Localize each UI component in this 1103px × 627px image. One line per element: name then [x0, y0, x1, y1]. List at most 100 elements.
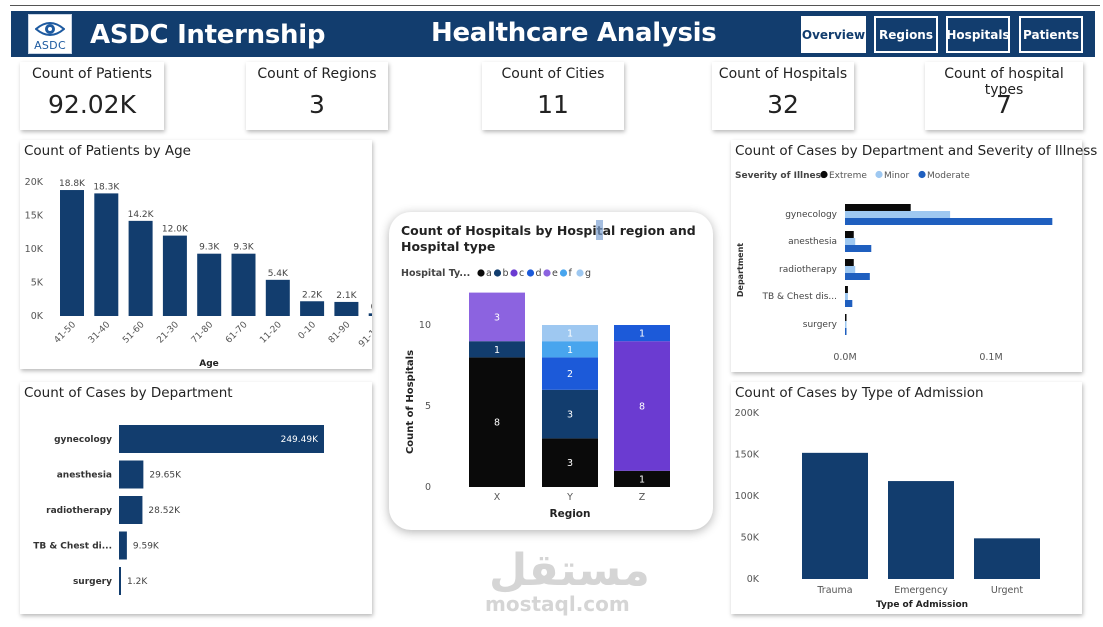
x-axis-title: Age [199, 359, 219, 369]
x-tick-label: 81-90 [327, 320, 353, 346]
legend-marker [576, 269, 584, 277]
legend-marker [493, 269, 502, 277]
y-tick-label: 5K [31, 278, 44, 289]
severity-bar-minor[interactable] [845, 293, 848, 300]
severity-bar-extreme[interactable] [845, 286, 848, 293]
data-label: 9.3K [233, 243, 254, 253]
department-bar[interactable] [119, 425, 324, 453]
severity-bar-minor[interactable] [845, 238, 856, 245]
admission-bar-chart: Type of Admission 0K 50K 100K 150K 200K Traum… [735, 408, 1040, 610]
age-bar[interactable] [368, 313, 372, 316]
age-bar[interactable] [300, 301, 325, 316]
severity-bar-moderate[interactable] [845, 218, 1053, 225]
severity-bar-moderate[interactable] [845, 300, 853, 307]
x-axis-title: Region [549, 508, 590, 520]
kpi-label: Count of hospital types [944, 66, 1064, 98]
admission-bar[interactable] [974, 538, 1040, 579]
severity-bar-minor[interactable] [845, 211, 951, 218]
stack-segment-e[interactable] [469, 292, 525, 342]
legend-title: Hospital Ty... [401, 268, 470, 279]
severity-bar-extreme[interactable] [845, 231, 854, 238]
kpi-card-cities: Count of Cities 11 [482, 62, 624, 130]
nav-overview-button[interactable]: Overview [801, 16, 866, 53]
kpi-card-regions: Count of Regions 3 [246, 62, 388, 130]
stack-segment-b[interactable] [469, 341, 525, 358]
stack-segment-f[interactable] [542, 341, 598, 358]
age-bar[interactable] [231, 253, 256, 316]
age-bar[interactable] [265, 279, 290, 316]
legend-label: c [519, 268, 524, 279]
data-label: 1.2K [127, 577, 148, 587]
hospitals-stacked-chart: Count of Hospitals by Hospital region an… [401, 223, 696, 520]
x-tick-label: 0.1M [979, 352, 1002, 363]
legend-marker [820, 170, 828, 179]
x-tick-label: 71-80 [190, 320, 216, 346]
y-tick-label: 10 [419, 320, 431, 331]
header-bar: ASDC ASDC Internship Healthcare Analysis… [11, 11, 1095, 57]
x-tick-label: Urgent [991, 585, 1024, 596]
data-label: 1 [567, 345, 573, 356]
department-bar[interactable] [119, 460, 144, 489]
age-bar[interactable] [334, 301, 359, 316]
severity-bar-minor[interactable] [845, 266, 856, 273]
nav-hospitals-button[interactable]: Hospitals [946, 16, 1010, 53]
stack-segment-a[interactable] [469, 357, 525, 487]
data-label: 3 [494, 312, 500, 323]
severity-bar-minor[interactable] [845, 321, 847, 328]
legend-marker [477, 269, 485, 277]
legend-marker [526, 269, 535, 277]
y-tick-label: anesthesia [57, 471, 112, 481]
legend-label: Minor [884, 171, 909, 181]
admission-bar[interactable] [802, 452, 868, 579]
legend-label: a [486, 268, 492, 279]
y-tick-label: TB & Chest di... [33, 542, 112, 552]
severity-bar-moderate[interactable] [845, 273, 870, 280]
department-bar[interactable] [119, 531, 127, 560]
stack-segment-g[interactable] [542, 325, 598, 342]
kpi-value: 3 [309, 90, 325, 119]
age-bar[interactable] [128, 220, 153, 316]
y-tick-label: radiotherapy [46, 506, 112, 516]
severity-bar-moderate[interactable] [845, 245, 872, 252]
text-cursor [596, 220, 603, 240]
stack-segment-a[interactable] [542, 438, 598, 487]
stack-segment-c[interactable] [614, 341, 670, 471]
nav-patients-button[interactable]: Patients [1019, 16, 1083, 53]
severity-bar-extreme[interactable] [845, 204, 911, 211]
stack-segment-d[interactable] [614, 325, 670, 342]
kpi-card-patients: Count of Patients 92.02K [20, 62, 164, 130]
age-bar[interactable] [60, 190, 84, 316]
legend-marker [559, 269, 568, 277]
kpi-label: Count of Cities [501, 66, 605, 82]
nav-regions-button[interactable]: Regions [874, 16, 938, 53]
department-bar[interactable] [119, 567, 121, 595]
data-label: 29.65K [149, 471, 182, 481]
y-tick-label: 10K [25, 244, 44, 255]
data-label: 1 [494, 345, 500, 356]
y-axis-title: Count of Hospitals [405, 350, 416, 454]
stack-segment-a[interactable] [614, 470, 670, 487]
legend-marker [875, 170, 883, 179]
x-tick-label: 11-20 [258, 320, 284, 346]
age-bar[interactable] [94, 193, 119, 316]
x-tick-label: 61-70 [224, 320, 250, 346]
department-bar[interactable] [119, 496, 143, 524]
kpi-card-hospitals: Count of Hospitals 32 [712, 62, 854, 130]
severity-bar-extreme[interactable] [845, 259, 854, 266]
severity-bar-moderate[interactable] [845, 328, 847, 335]
y-tick-label: surgery [803, 320, 838, 330]
logo-text: ASDC [34, 39, 66, 52]
severity-bar-extreme[interactable] [845, 314, 847, 321]
data-label: 249.49K [281, 435, 319, 445]
data-label: 8 [494, 418, 500, 429]
x-tick-label: Emergency [894, 585, 948, 596]
chart-title: Count of Cases by Department [24, 385, 233, 401]
data-label: 14.2K [128, 210, 155, 220]
admission-bar[interactable] [888, 481, 954, 579]
hospitals-chart-card: Count of Hospitals by Hospital region an… [389, 212, 713, 530]
watermark-arabic: مستقل [489, 545, 650, 596]
stack-segment-b[interactable] [542, 389, 598, 439]
age-bar[interactable] [197, 253, 222, 316]
stack-segment-d[interactable] [542, 357, 598, 390]
age-bar[interactable] [162, 235, 187, 316]
